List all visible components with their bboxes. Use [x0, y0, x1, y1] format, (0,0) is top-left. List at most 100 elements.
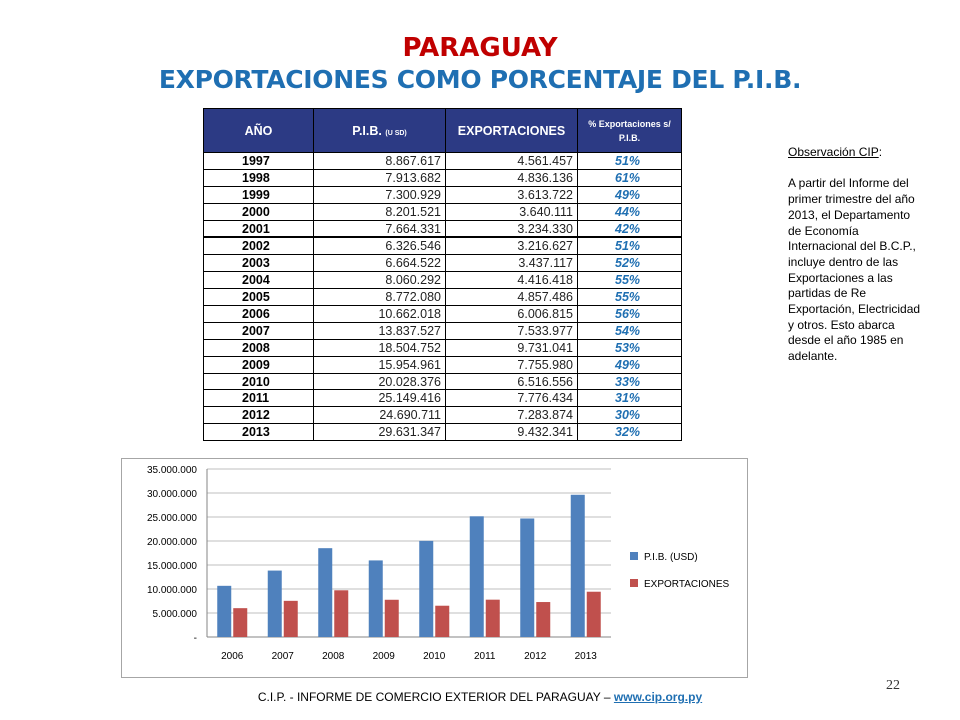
table-row: 2002 6.326.546 3.216.627 51%	[203, 236, 682, 256]
bar-exports-2010	[435, 605, 450, 637]
cell-year: 2000	[203, 202, 314, 221]
cell-exports: 4.857.486	[445, 288, 578, 307]
y-tick-label: -	[194, 633, 197, 644]
cell-exports: 7.755.980	[445, 355, 578, 374]
cell-exports: 3.640.111	[445, 202, 578, 221]
bar-exports-2012	[536, 602, 551, 637]
x-tick-label: 2011	[474, 651, 496, 662]
cell-exports: 9.731.041	[445, 338, 578, 357]
cell-pib: 8.060.292	[313, 271, 446, 290]
table-row: 1998 7.913.682 4.836.136 61%	[203, 168, 682, 187]
x-tick-label: 2006	[221, 651, 244, 662]
cell-pib: 20.028.376	[313, 372, 446, 391]
table-row: 1997 8.867.617 4.561.457 51%	[203, 152, 682, 170]
table-row: 2008 18.504.752 9.731.041 53%	[203, 338, 682, 357]
cell-pct: 55%	[577, 288, 682, 307]
bar-exports-2007	[283, 600, 298, 637]
bar-pib-2010	[419, 540, 434, 637]
bar-exports-2013	[586, 591, 601, 637]
bar-pib-2006	[217, 585, 232, 637]
legend-label: EXPORTACIONES	[644, 579, 730, 590]
table-row: 2009 15.954.961 7.755.980 49%	[203, 355, 682, 374]
bar-pib-2012	[520, 518, 535, 637]
y-tick-label: 25.000.000	[147, 513, 197, 524]
cell-pct: 44%	[577, 202, 682, 221]
bar-chart: - 5.000.000 10.000.000 15.000.000 20.000.000…	[121, 458, 748, 678]
cell-pib: 29.631.347	[313, 423, 446, 442]
cell-pib: 13.837.527	[313, 321, 446, 340]
cell-year: 2001	[203, 219, 314, 238]
cell-pib: 24.690.711	[313, 406, 446, 425]
table-row: 2010 20.028.376 6.516.556 33%	[203, 372, 682, 391]
legend-swatch	[630, 579, 638, 587]
cell-pct: 49%	[577, 185, 682, 204]
table-row: 2004 8.060.292 4.416.418 55%	[203, 271, 682, 290]
table-body: 1997 8.867.617 4.561.457 51% 1998 7.913.682 4.…	[203, 152, 682, 442]
footer-text: C.I.P. - INFORME DE COMERCIO EXTERIOR DE…	[257, 690, 614, 704]
exports-table: AÑO P.I.B. (U SD) EXPORTACIONES % Export…	[203, 108, 682, 442]
col-header-pct: % Exportaciones s/ P.I.B.	[577, 108, 682, 153]
bar-pib-2013	[570, 494, 585, 637]
x-tick-label: 2013	[575, 651, 598, 662]
col-header-year: AÑO	[203, 108, 314, 153]
page-number: 22	[886, 678, 900, 693]
y-tick-label: 20.000.000	[147, 537, 197, 548]
cell-pib: 7.664.331	[313, 219, 446, 238]
cell-pct: 61%	[577, 168, 682, 187]
bar-exports-2006	[233, 608, 248, 637]
cell-pib: 8.201.521	[313, 202, 446, 221]
y-tick-label: 10.000.000	[147, 585, 197, 596]
bar-exports-2008	[334, 590, 349, 637]
cell-exports: 6.006.815	[445, 305, 578, 323]
cell-pib: 7.913.682	[313, 168, 446, 187]
cell-exports: 7.283.874	[445, 406, 578, 425]
table-row: 2013 29.631.347 9.432.341 32%	[203, 423, 682, 442]
x-tick-label: 2007	[272, 651, 295, 662]
x-tick-label: 2008	[322, 651, 345, 662]
cell-exports: 7.533.977	[445, 321, 578, 340]
cell-pct: 52%	[577, 254, 682, 273]
bar-chart-svg: - 5.000.000 10.000.000 15.000.000 20.000.000…	[147, 465, 730, 662]
cell-pct: 49%	[577, 355, 682, 374]
cell-exports: 4.836.136	[445, 168, 578, 187]
bar-pib-2009	[368, 560, 383, 637]
bar-pib-2008	[318, 548, 333, 637]
cell-pib: 25.149.416	[313, 389, 446, 408]
y-tick-label: 15.000.000	[147, 561, 197, 572]
cell-year: 2008	[203, 338, 314, 357]
table-row: 2001 7.664.331 3.234.330 42%	[203, 219, 682, 238]
table-row: 1999 7.300.929 3.613.722 49%	[203, 185, 682, 204]
footer-link[interactable]: www.cip.org.py	[613, 690, 703, 704]
cell-year: 2011	[203, 389, 314, 408]
observation-note: Observación CIP: A partir del Informe de…	[788, 145, 923, 365]
bar-exports-2009	[384, 599, 399, 637]
table-row: 2005 8.772.080 4.857.486 55%	[203, 288, 682, 307]
cell-pib: 6.326.546	[313, 236, 446, 256]
cell-pct: 31%	[577, 389, 682, 408]
cell-pct: 54%	[577, 321, 682, 340]
observation-text: A partir del Informe del primer trimestr…	[788, 176, 921, 364]
cell-year: 2005	[203, 288, 314, 307]
bar-exports-2011	[485, 599, 500, 637]
cell-pct: 42%	[577, 219, 682, 238]
cell-exports: 3.216.627	[445, 236, 578, 256]
cell-year: 2006	[203, 305, 314, 323]
observation-heading: Observación CIP	[788, 145, 879, 159]
bar-pib-2011	[469, 516, 484, 637]
cell-exports: 3.613.722	[445, 185, 578, 204]
cell-year: 2004	[203, 271, 314, 290]
table-row: 2006 10.662.018 6.006.815 56%	[203, 305, 682, 323]
table-row: 2000 8.201.521 3.640.111 44%	[203, 202, 682, 221]
col-header-pib-label: P.I.B.	[352, 123, 382, 138]
cell-year: 1999	[203, 185, 314, 204]
cell-exports: 6.516.556	[445, 372, 578, 391]
y-tick-label: 35.000.000	[147, 465, 197, 476]
y-tick-label: 30.000.000	[147, 489, 197, 500]
observation-colon: :	[878, 145, 883, 159]
col-header-pib: P.I.B. (U SD)	[313, 108, 446, 153]
cell-year: 2009	[203, 355, 314, 374]
x-tick-label: 2012	[524, 651, 547, 662]
cell-year: 1997	[203, 152, 314, 170]
cell-exports: 9.432.341	[445, 423, 578, 442]
cell-exports: 7.776.434	[445, 389, 578, 408]
